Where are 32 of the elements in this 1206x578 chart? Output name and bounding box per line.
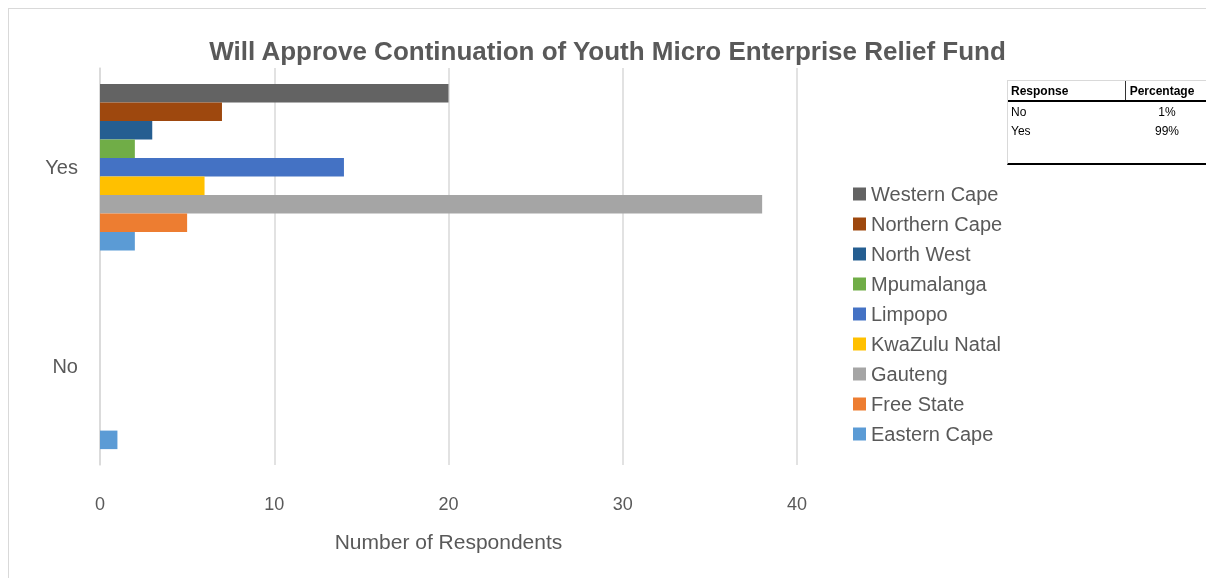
text: Percentage — [1124, 81, 1206, 100]
bar — [100, 120, 153, 140]
legend-label: Gauteng — [871, 363, 948, 385]
bar — [100, 139, 135, 158]
text: Yes — [1010, 123, 1032, 138]
x-tick-label: 30 — [612, 494, 633, 514]
chart-title: Will Approve Continuation of Youth Micro Enterprise Relief Fund — [209, 36, 1006, 66]
bar — [100, 83, 449, 103]
bar — [100, 213, 188, 233]
bar — [100, 430, 118, 450]
bar — [100, 195, 763, 214]
bar — [100, 157, 344, 177]
x-tick-label: 40 — [786, 494, 808, 514]
x-tick-label: 10 — [264, 494, 285, 514]
legend-label: Northern Cape — [871, 213, 1003, 235]
x-tick-label: 0 — [94, 494, 106, 514]
text: Response — [1010, 83, 1070, 98]
text: 99% — [1154, 123, 1180, 138]
legend-label: Western Cape — [871, 183, 999, 205]
text: No — [1010, 104, 1028, 119]
bar — [100, 176, 205, 196]
text: 1% — [1157, 104, 1177, 119]
legend-label: Mpumalanga — [871, 273, 988, 295]
legend-label: KwaZulu Natal — [871, 333, 1002, 355]
legend-label: Eastern Cape — [871, 423, 994, 445]
legend-label: Limpopo — [871, 303, 948, 325]
x-axis-title: Number of Respondents — [334, 530, 563, 553]
legend-label: North West — [871, 243, 972, 265]
legend-label: Free State — [871, 393, 965, 415]
bar — [100, 232, 135, 251]
x-tick-label: 20 — [438, 494, 459, 514]
bar — [100, 102, 222, 121]
